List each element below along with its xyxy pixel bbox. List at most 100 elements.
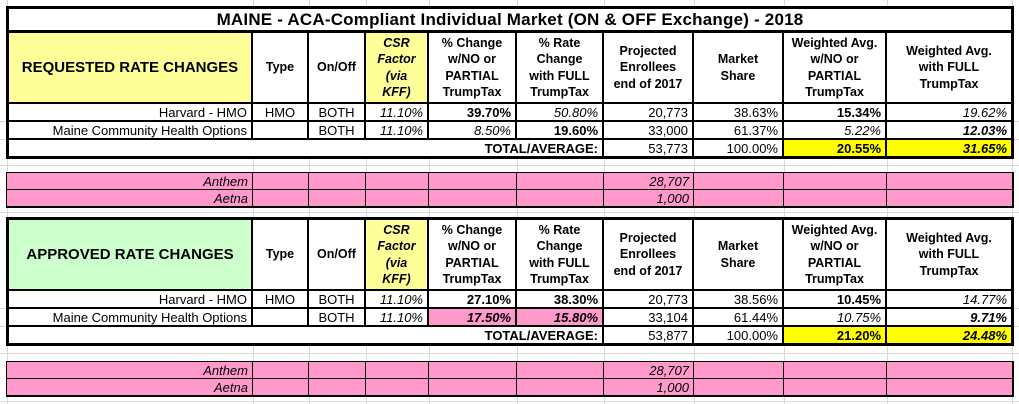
total-label-cell[interactable]: TOTAL/AVERAGE: [9,140,604,156]
cell-csr-factor[interactable]: 11.10% [366,309,429,327]
col-header-market-share[interactable]: Market Share [694,220,784,291]
col-header-projected-enrollees[interactable]: Projected Enrollees end of 2017 [604,220,694,291]
cell-market-share[interactable]: 61.44% [694,309,784,327]
total-enrollees[interactable]: 53,773 [604,140,694,156]
col-header-type[interactable]: Type [253,220,309,291]
cell-empty[interactable] [517,379,604,396]
cell-wavg-full[interactable]: 14.77% [887,291,1011,309]
cell-empty[interactable] [309,173,366,190]
total-market-share[interactable]: 100.00% [694,140,784,156]
cell-rate-change-full[interactable]: 15.80% [517,309,604,327]
cell-empty[interactable] [694,173,784,190]
cell-enrollees[interactable]: 1,000 [604,190,694,207]
cell-empty[interactable] [694,379,784,396]
cell-empty[interactable] [784,173,887,190]
cell-on-off[interactable]: BOTH [309,104,366,122]
total-market-share[interactable]: 100.00% [694,327,784,343]
cell-type[interactable] [253,122,309,140]
total-wavg-full[interactable]: 31.65% [887,140,1011,156]
col-header-on-off[interactable]: On/Off [309,33,366,104]
cell-enrollees[interactable]: 33,104 [604,309,694,327]
section-label-cell[interactable]: REQUESTED RATE CHANGES [9,33,253,104]
cell-empty[interactable] [887,362,1013,379]
cell-csr-factor[interactable]: 11.10% [366,291,429,309]
cell-carrier-name[interactable]: Anthem [7,362,253,379]
cell-type[interactable]: HMO [253,291,309,309]
cell-empty[interactable] [887,379,1013,396]
cell-wavg-no-partial[interactable]: 10.45% [784,291,887,309]
total-enrollees[interactable]: 53,877 [604,327,694,343]
cell-pct-change-no-partial[interactable]: 39.70% [429,104,517,122]
col-header-wavg-no-partial[interactable]: Weighted Avg. w/NO or PARTIAL TrumpTax [784,220,887,291]
cell-rate-change-full[interactable]: 19.60% [517,122,604,140]
cell-empty[interactable] [366,173,429,190]
cell-enrollees[interactable]: 28,707 [604,173,694,190]
cell-empty[interactable] [366,362,429,379]
cell-on-off[interactable]: BOTH [309,291,366,309]
cell-carrier-name[interactable]: Anthem [7,173,253,190]
col-header-wavg-no-partial[interactable]: Weighted Avg. w/NO or PARTIAL TrumpTax [784,33,887,104]
cell-empty[interactable] [694,190,784,207]
cell-empty[interactable] [784,190,887,207]
cell-carrier-name[interactable]: Harvard - HMO [9,104,253,122]
col-header-pct-change-no-partial[interactable]: % Change w/NO or PARTIAL TrumpTax [429,220,517,291]
cell-empty[interactable] [784,362,887,379]
cell-enrollees[interactable]: 20,773 [604,291,694,309]
cell-wavg-full[interactable]: 9.71% [887,309,1011,327]
cell-enrollees[interactable]: 28,707 [604,362,694,379]
cell-empty[interactable] [517,362,604,379]
cell-enrollees[interactable]: 33,000 [604,122,694,140]
cell-wavg-full[interactable]: 12.03% [887,122,1011,140]
col-header-rate-change-full[interactable]: % Rate Change with FULL TrumpTax [517,220,604,291]
cell-empty[interactable] [517,173,604,190]
col-header-type[interactable]: Type [253,33,309,104]
cell-csr-factor[interactable]: 11.10% [366,104,429,122]
cell-empty[interactable] [784,379,887,396]
cell-market-share[interactable]: 61.37% [694,122,784,140]
cell-empty[interactable] [366,190,429,207]
cell-empty[interactable] [309,362,366,379]
cell-type[interactable]: HMO [253,104,309,122]
total-label-cell[interactable]: TOTAL/AVERAGE: [9,327,604,343]
cell-on-off[interactable]: BOTH [309,122,366,140]
cell-empty[interactable] [366,379,429,396]
cell-enrollees[interactable]: 1,000 [604,379,694,396]
cell-empty[interactable] [253,190,309,207]
cell-wavg-no-partial[interactable]: 15.34% [784,104,887,122]
cell-empty[interactable] [429,173,517,190]
cell-carrier-name[interactable]: Maine Community Health Options [9,122,253,140]
cell-pct-change-no-partial[interactable]: 27.10% [429,291,517,309]
col-header-pct-change-no-partial[interactable]: % Change w/NO or PARTIAL TrumpTax [429,33,517,104]
cell-empty[interactable] [309,379,366,396]
cell-rate-change-full[interactable]: 38.30% [517,291,604,309]
cell-empty[interactable] [887,190,1013,207]
total-wavg-full[interactable]: 24.48% [887,327,1011,343]
cell-carrier-name[interactable]: Maine Community Health Options [9,309,253,327]
cell-empty[interactable] [429,362,517,379]
cell-wavg-no-partial[interactable]: 10.75% [784,309,887,327]
col-header-on-off[interactable]: On/Off [309,220,366,291]
col-header-csr-factor[interactable]: CSR Factor (via KFF) [366,33,429,104]
col-header-wavg-full[interactable]: Weighted Avg. with FULL TrumpTax [887,220,1011,291]
total-wavg-no-partial[interactable]: 21.20% [784,327,887,343]
col-header-market-share[interactable]: Market Share [694,33,784,104]
sheet-title-cell[interactable]: MAINE - ACA-Compliant Individual Market … [9,9,1011,33]
cell-pct-change-no-partial[interactable]: 8.50% [429,122,517,140]
cell-carrier-name[interactable]: Harvard - HMO [9,291,253,309]
cell-empty[interactable] [429,190,517,207]
cell-enrollees[interactable]: 20,773 [604,104,694,122]
section-label-cell[interactable]: APPROVED RATE CHANGES [9,220,253,291]
cell-rate-change-full[interactable]: 50.80% [517,104,604,122]
col-header-rate-change-full[interactable]: % Rate Change with FULL TrumpTax [517,33,604,104]
cell-csr-factor[interactable]: 11.10% [366,122,429,140]
cell-empty[interactable] [253,379,309,396]
col-header-wavg-full[interactable]: Weighted Avg. with FULL TrumpTax [887,33,1011,104]
cell-market-share[interactable]: 38.63% [694,104,784,122]
total-wavg-no-partial[interactable]: 20.55% [784,140,887,156]
cell-on-off[interactable]: BOTH [309,309,366,327]
cell-pct-change-no-partial[interactable]: 17.50% [429,309,517,327]
cell-empty[interactable] [429,379,517,396]
cell-empty[interactable] [694,362,784,379]
cell-empty[interactable] [887,173,1013,190]
cell-carrier-name[interactable]: Aetna [7,379,253,396]
